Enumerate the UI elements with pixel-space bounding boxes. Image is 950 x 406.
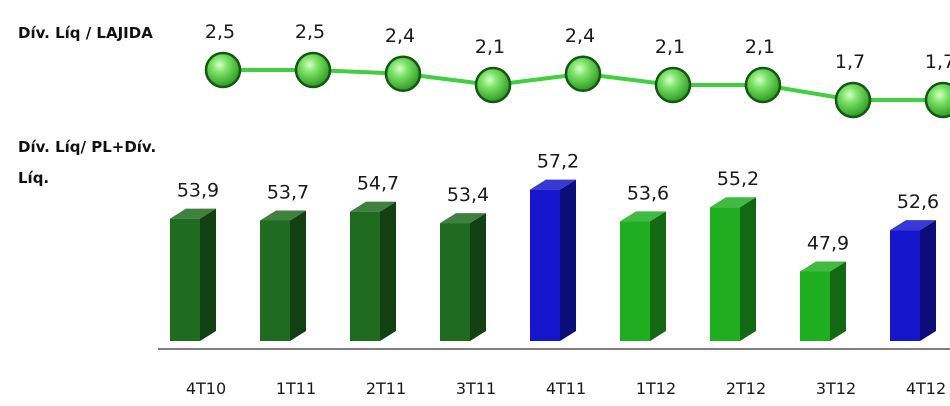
bar-top: [620, 211, 666, 222]
line-chart-label: Dív. Líq / LAJIDA: [18, 24, 153, 42]
category-label: 4T10: [186, 379, 226, 398]
bar-side: [470, 213, 486, 341]
bar-front: [800, 271, 830, 341]
bar-side: [560, 179, 576, 341]
category-label: 3T12: [816, 379, 856, 398]
bar-value-label: 53,7: [267, 181, 309, 203]
bar: [170, 208, 216, 341]
bar: [260, 210, 306, 341]
bar-front: [710, 207, 740, 341]
bar-series: 53,9 53,7 54,7 53,4 57,2 53,6 55,2 47,9 52,6: [170, 151, 939, 341]
bar-front: [260, 220, 290, 341]
bar-side: [920, 220, 936, 341]
bar-front: [170, 218, 200, 341]
bar-value-label: 54,7: [357, 173, 399, 195]
line-value-label: 2,1: [745, 36, 775, 58]
bar: [530, 179, 576, 341]
bar-top: [530, 179, 576, 190]
line-series: 2,5 2,5 2,4 2,1 2,4 2,1 2,1 1,7 1,7: [204, 21, 950, 119]
category-axis: 4T10 1T11 2T11 3T11 4T11 1T12 2T12 3T12 4T12: [186, 379, 946, 398]
bar-value-label: 55,2: [717, 168, 759, 190]
line-point: [384, 55, 422, 92]
bar: [440, 213, 486, 341]
bar: [620, 211, 666, 341]
bar-front: [890, 230, 920, 341]
bar-side: [830, 261, 846, 341]
line-value-label: 1,7: [925, 51, 950, 73]
bar-side: [200, 208, 216, 341]
bar-front: [440, 223, 470, 341]
bar-chart-label-line1: Dív. Líq/ PL+Dív.: [18, 138, 156, 156]
bar-value-label: 53,6: [627, 182, 669, 204]
line-value-label: 2,1: [475, 36, 505, 58]
line-value-label: 2,5: [205, 21, 235, 43]
bar-value-label: 52,6: [897, 191, 939, 213]
bar-front: [350, 211, 380, 341]
bar-front: [530, 189, 560, 341]
bar: [710, 197, 756, 341]
bar-chart-label-line2: Líq.: [18, 169, 49, 187]
bar-value-label: 57,2: [537, 151, 579, 173]
category-label: 3T11: [456, 379, 496, 398]
line-point: [294, 51, 332, 89]
bar-side: [290, 210, 306, 341]
line-point: [564, 55, 602, 92]
line-point: [924, 81, 950, 119]
bar-side: [380, 201, 396, 341]
bar: [350, 201, 396, 341]
bar-top: [440, 213, 486, 224]
bar-top: [260, 210, 306, 221]
line-point: [834, 81, 872, 119]
line-value-label: 2,1: [655, 36, 685, 58]
line-value-label: 2,4: [565, 25, 595, 47]
bar-value-label: 53,4: [447, 184, 489, 206]
bar-value-label: 47,9: [807, 232, 849, 254]
category-label: 4T12: [906, 379, 946, 398]
line-point: [654, 66, 692, 104]
line-point: [474, 66, 512, 104]
bar-side: [650, 211, 666, 341]
category-label: 2T12: [726, 379, 766, 398]
bar: [890, 220, 936, 341]
bar-side: [740, 197, 756, 341]
category-label: 2T11: [366, 379, 406, 398]
category-label: 1T11: [276, 379, 316, 398]
bar-top: [800, 261, 846, 272]
category-label: 1T12: [636, 379, 676, 398]
line-point: [744, 66, 782, 104]
bar-top: [350, 201, 396, 212]
bar-top: [890, 220, 936, 231]
category-label: 4T11: [546, 379, 586, 398]
line-value-label: 1,7: [835, 51, 865, 73]
bar: [800, 261, 846, 341]
line-point: [204, 51, 242, 89]
line-value-label: 2,5: [295, 21, 325, 43]
bar-front: [620, 221, 650, 341]
line-value-label: 2,4: [385, 25, 415, 47]
bar-top: [170, 208, 216, 219]
bar-top: [710, 197, 756, 208]
bar-value-label: 53,9: [177, 180, 219, 202]
